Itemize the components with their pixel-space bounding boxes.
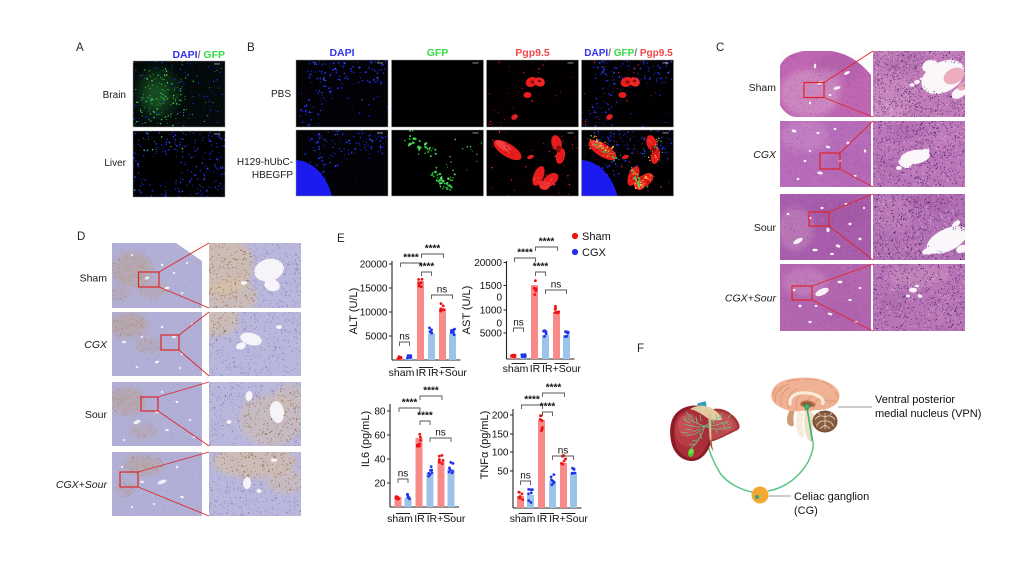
svg-text:200: 200 [492, 411, 509, 422]
svg-text:IR: IR [414, 513, 425, 525]
svg-text:40: 40 [374, 455, 386, 466]
svg-text:D: D [77, 231, 85, 243]
svg-text:5000: 5000 [480, 329, 503, 340]
svg-text:****: **** [539, 237, 555, 248]
svg-text:sham: sham [387, 513, 413, 525]
svg-text:ns: ns [520, 471, 531, 482]
svg-text:150: 150 [492, 430, 509, 441]
svg-text:H129-hUbC-: H129-hUbC- [237, 157, 293, 168]
svg-text:IL6 (pg/mL): IL6 (pg/mL) [360, 411, 372, 467]
svg-text:****: **** [423, 386, 439, 397]
svg-text:Sham: Sham [749, 82, 777, 94]
svg-text:20000: 20000 [360, 260, 388, 271]
svg-text:****: **** [540, 402, 556, 413]
svg-text:5000: 5000 [365, 332, 388, 343]
svg-text:F: F [637, 343, 644, 355]
svg-text:IR: IR [530, 363, 541, 375]
svg-text:IR: IR [416, 367, 427, 379]
svg-text:GFP: GFP [427, 47, 449, 59]
svg-text:(CG): (CG) [794, 505, 818, 517]
svg-text:CGX: CGX [582, 247, 607, 259]
svg-text:****: **** [402, 398, 418, 409]
svg-text:Pgp9.5: Pgp9.5 [515, 47, 550, 59]
svg-text:Sour: Sour [85, 409, 108, 421]
svg-text:****: **** [425, 244, 441, 255]
svg-text:1000: 1000 [480, 306, 503, 317]
svg-text:0: 0 [496, 292, 502, 303]
svg-text:20: 20 [374, 479, 386, 490]
svg-text:20000: 20000 [474, 258, 502, 269]
svg-text:****: **** [524, 395, 540, 406]
svg-text:sham: sham [503, 363, 529, 375]
svg-text:sham: sham [389, 367, 415, 379]
svg-text:ns: ns [399, 332, 410, 343]
svg-text:15000: 15000 [360, 284, 388, 295]
svg-text:IR+Sour: IR+Sour [427, 513, 466, 525]
svg-text:TNFα (pg/mL): TNFα (pg/mL) [479, 411, 491, 480]
svg-text:0: 0 [496, 318, 502, 329]
svg-text:****: **** [417, 411, 433, 422]
svg-text:10000: 10000 [360, 308, 388, 319]
svg-text:ns: ns [398, 469, 409, 480]
svg-text:DAPI/ GFP/ Pgp9.5: DAPI/ GFP/ Pgp9.5 [584, 48, 673, 59]
svg-text:PBS: PBS [271, 89, 291, 100]
svg-text:CGX+Sour: CGX+Sour [56, 479, 108, 491]
svg-text:80: 80 [374, 407, 386, 418]
svg-text:HBEGFP: HBEGFP [252, 170, 293, 181]
svg-text:60: 60 [374, 431, 386, 442]
svg-text:A: A [76, 42, 84, 54]
svg-text:DAPI: DAPI [329, 47, 354, 59]
svg-text:100: 100 [492, 448, 509, 459]
svg-text:Sham: Sham [80, 273, 108, 285]
svg-text:DAPI/ GFP: DAPI/ GFP [172, 49, 225, 61]
svg-text:****: **** [546, 383, 562, 394]
svg-text:IR: IR [537, 513, 548, 525]
svg-text:IR+Sour: IR+Sour [549, 513, 588, 525]
svg-text:Sham: Sham [582, 231, 611, 243]
svg-text:ns: ns [437, 285, 448, 296]
svg-text:Sour: Sour [754, 222, 777, 234]
svg-text:AST (U/L): AST (U/L) [461, 286, 473, 335]
svg-text:IR+Sour: IR+Sour [542, 363, 581, 375]
svg-text:****: **** [517, 248, 533, 259]
svg-text:1500: 1500 [480, 281, 503, 292]
svg-text:CGX+Sour: CGX+Sour [725, 293, 777, 305]
svg-text:C: C [716, 42, 724, 54]
svg-text:ns: ns [435, 428, 446, 439]
svg-text:ALT (U/L): ALT (U/L) [348, 288, 360, 335]
svg-text:Liver: Liver [104, 158, 126, 169]
svg-text:sham: sham [510, 513, 536, 525]
svg-text:Brain: Brain [103, 90, 126, 101]
svg-text:ns: ns [513, 318, 524, 329]
svg-text:IR+Sour: IR+Sour [428, 367, 467, 379]
svg-text:B: B [247, 42, 255, 54]
svg-text:CGX: CGX [753, 149, 777, 161]
svg-text:Ventral posterior: Ventral posterior [875, 394, 955, 406]
svg-text:E: E [337, 233, 345, 245]
svg-text:CGX: CGX [84, 339, 108, 351]
svg-text:****: **** [533, 262, 549, 273]
svg-text:Celiac ganglion: Celiac ganglion [794, 491, 869, 503]
svg-text:medial nucleus (VPN): medial nucleus (VPN) [875, 408, 981, 420]
svg-text:****: **** [403, 253, 419, 264]
svg-text:****: **** [419, 262, 435, 273]
svg-text:50: 50 [497, 467, 509, 478]
svg-text:ns: ns [558, 446, 569, 457]
svg-text:ns: ns [551, 280, 562, 291]
